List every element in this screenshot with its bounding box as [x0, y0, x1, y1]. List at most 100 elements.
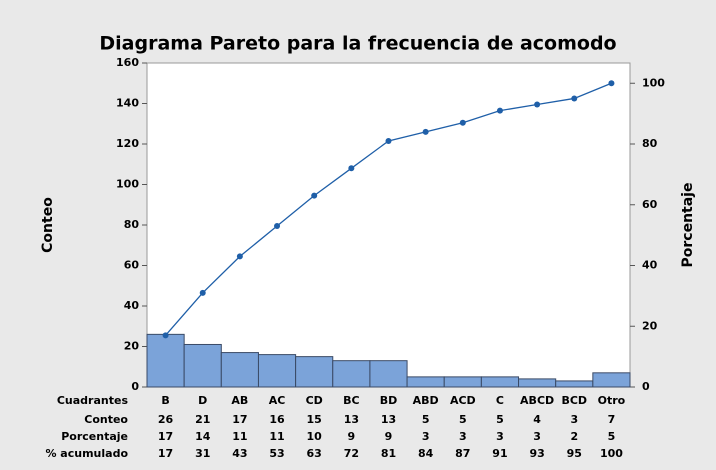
cumulative-point: [496, 107, 503, 114]
y-tick-label: 60: [124, 259, 140, 272]
bar: [406, 376, 445, 388]
y-tick-label: 100: [116, 178, 139, 191]
cumulative-cell: 87: [455, 447, 470, 460]
bar: [443, 376, 482, 388]
cumulative-point: [274, 223, 281, 230]
cumulative-point: [534, 101, 541, 108]
y2-tick-label: 0: [642, 380, 650, 393]
x-tick-label: ACD: [450, 394, 476, 407]
y2-tick-label: 20: [642, 319, 658, 332]
cumulative-point: [348, 165, 355, 172]
y2-tick-label: 80: [642, 137, 658, 150]
bar: [480, 376, 520, 388]
count-cell: 17: [232, 413, 247, 426]
count-cell: 5: [496, 413, 504, 426]
percent-cell: 11: [232, 430, 247, 443]
cumulative-point: [199, 289, 206, 296]
cumulative-cell: 72: [344, 447, 359, 460]
bar: [146, 333, 185, 388]
cumulative-cell: 43: [232, 447, 247, 460]
cumulative-cell: 93: [529, 447, 544, 460]
y-axis-title: Conteo: [40, 197, 56, 253]
percent-cell: 9: [385, 430, 393, 443]
count-cell: 5: [422, 413, 430, 426]
percent-cell: 3: [422, 430, 430, 443]
count-cell: 5: [459, 413, 467, 426]
count-cell: 13: [381, 413, 396, 426]
percent-cell: 9: [348, 430, 356, 443]
bar: [220, 352, 259, 388]
percent-cell: 3: [459, 430, 467, 443]
percent-cell: 3: [533, 430, 541, 443]
y2-tick-label: 40: [642, 259, 658, 272]
percent-cell: 10: [307, 430, 323, 443]
cumulative-point: [385, 137, 392, 144]
bar: [518, 378, 557, 388]
count-cell: 21: [195, 413, 210, 426]
y-tick-label: 120: [116, 137, 139, 150]
cumulative-point: [162, 332, 169, 339]
cumulative-cell: 95: [567, 447, 582, 460]
y-tick-label: 140: [116, 97, 139, 110]
bar: [332, 360, 371, 388]
count-cell: 13: [344, 413, 359, 426]
count-cell: 26: [158, 413, 174, 426]
percent-cell: 17: [158, 430, 173, 443]
x-tick-label: BD: [380, 394, 398, 407]
x-tick-label: ABCD: [520, 394, 554, 407]
percent-cell: 14: [195, 430, 211, 443]
cumulative-cell: 100: [600, 447, 623, 460]
y-tick-label: 20: [124, 340, 140, 353]
bar: [555, 380, 594, 388]
y2-tick-label: 60: [642, 198, 658, 211]
row-label: Cuadrantes: [57, 394, 129, 407]
x-tick-label: B: [161, 394, 169, 407]
x-tick-label: D: [198, 394, 207, 407]
row-label: Conteo: [84, 413, 128, 426]
bar: [295, 356, 334, 388]
cumulative-cell: 91: [492, 447, 507, 460]
cumulative-point: [571, 95, 578, 102]
y-tick-label: 160: [116, 56, 139, 69]
y2-axis-title: Porcentaje: [680, 183, 696, 268]
plot-area: [146, 62, 631, 388]
x-tick-label: BCD: [561, 394, 587, 407]
percent-cell: 11: [269, 430, 284, 443]
count-cell: 7: [608, 413, 616, 426]
x-tick-label: AC: [269, 394, 286, 407]
count-cell: 15: [307, 413, 322, 426]
bar: [183, 343, 222, 388]
cumulative-cell: 81: [381, 447, 396, 460]
x-tick-label: AB: [231, 394, 248, 407]
bar: [592, 372, 631, 388]
bar: [257, 354, 297, 388]
cumulative-cell: 84: [418, 447, 434, 460]
cumulative-point: [236, 253, 243, 260]
cumulative-point: [311, 192, 318, 199]
y2-tick-label: 100: [642, 76, 665, 89]
x-tick-label: Otro: [598, 394, 626, 407]
cumulative-cell: 53: [269, 447, 284, 460]
x-tick-label: BC: [343, 394, 359, 407]
x-tick-label: CD: [306, 394, 323, 407]
bar: [369, 360, 408, 388]
percent-cell: 2: [570, 430, 578, 443]
count-cell: 16: [269, 413, 285, 426]
chart-title: Diagrama Pareto para la frecuencia de ac…: [99, 33, 616, 55]
row-label: Porcentaje: [61, 430, 128, 443]
percent-cell: 5: [608, 430, 616, 443]
y-tick-label: 40: [124, 299, 140, 312]
row-label: % acumulado: [45, 447, 128, 460]
count-cell: 4: [533, 413, 541, 426]
percent-cell: 3: [496, 430, 504, 443]
cumulative-cell: 17: [158, 447, 173, 460]
cumulative-point: [422, 128, 429, 135]
cumulative-cell: 63: [307, 447, 322, 460]
cumulative-point: [459, 119, 466, 126]
y-tick-label: 80: [124, 218, 140, 231]
y-tick-label: 0: [131, 380, 139, 393]
count-cell: 3: [570, 413, 578, 426]
x-tick-label: C: [496, 394, 504, 407]
cumulative-cell: 31: [195, 447, 210, 460]
